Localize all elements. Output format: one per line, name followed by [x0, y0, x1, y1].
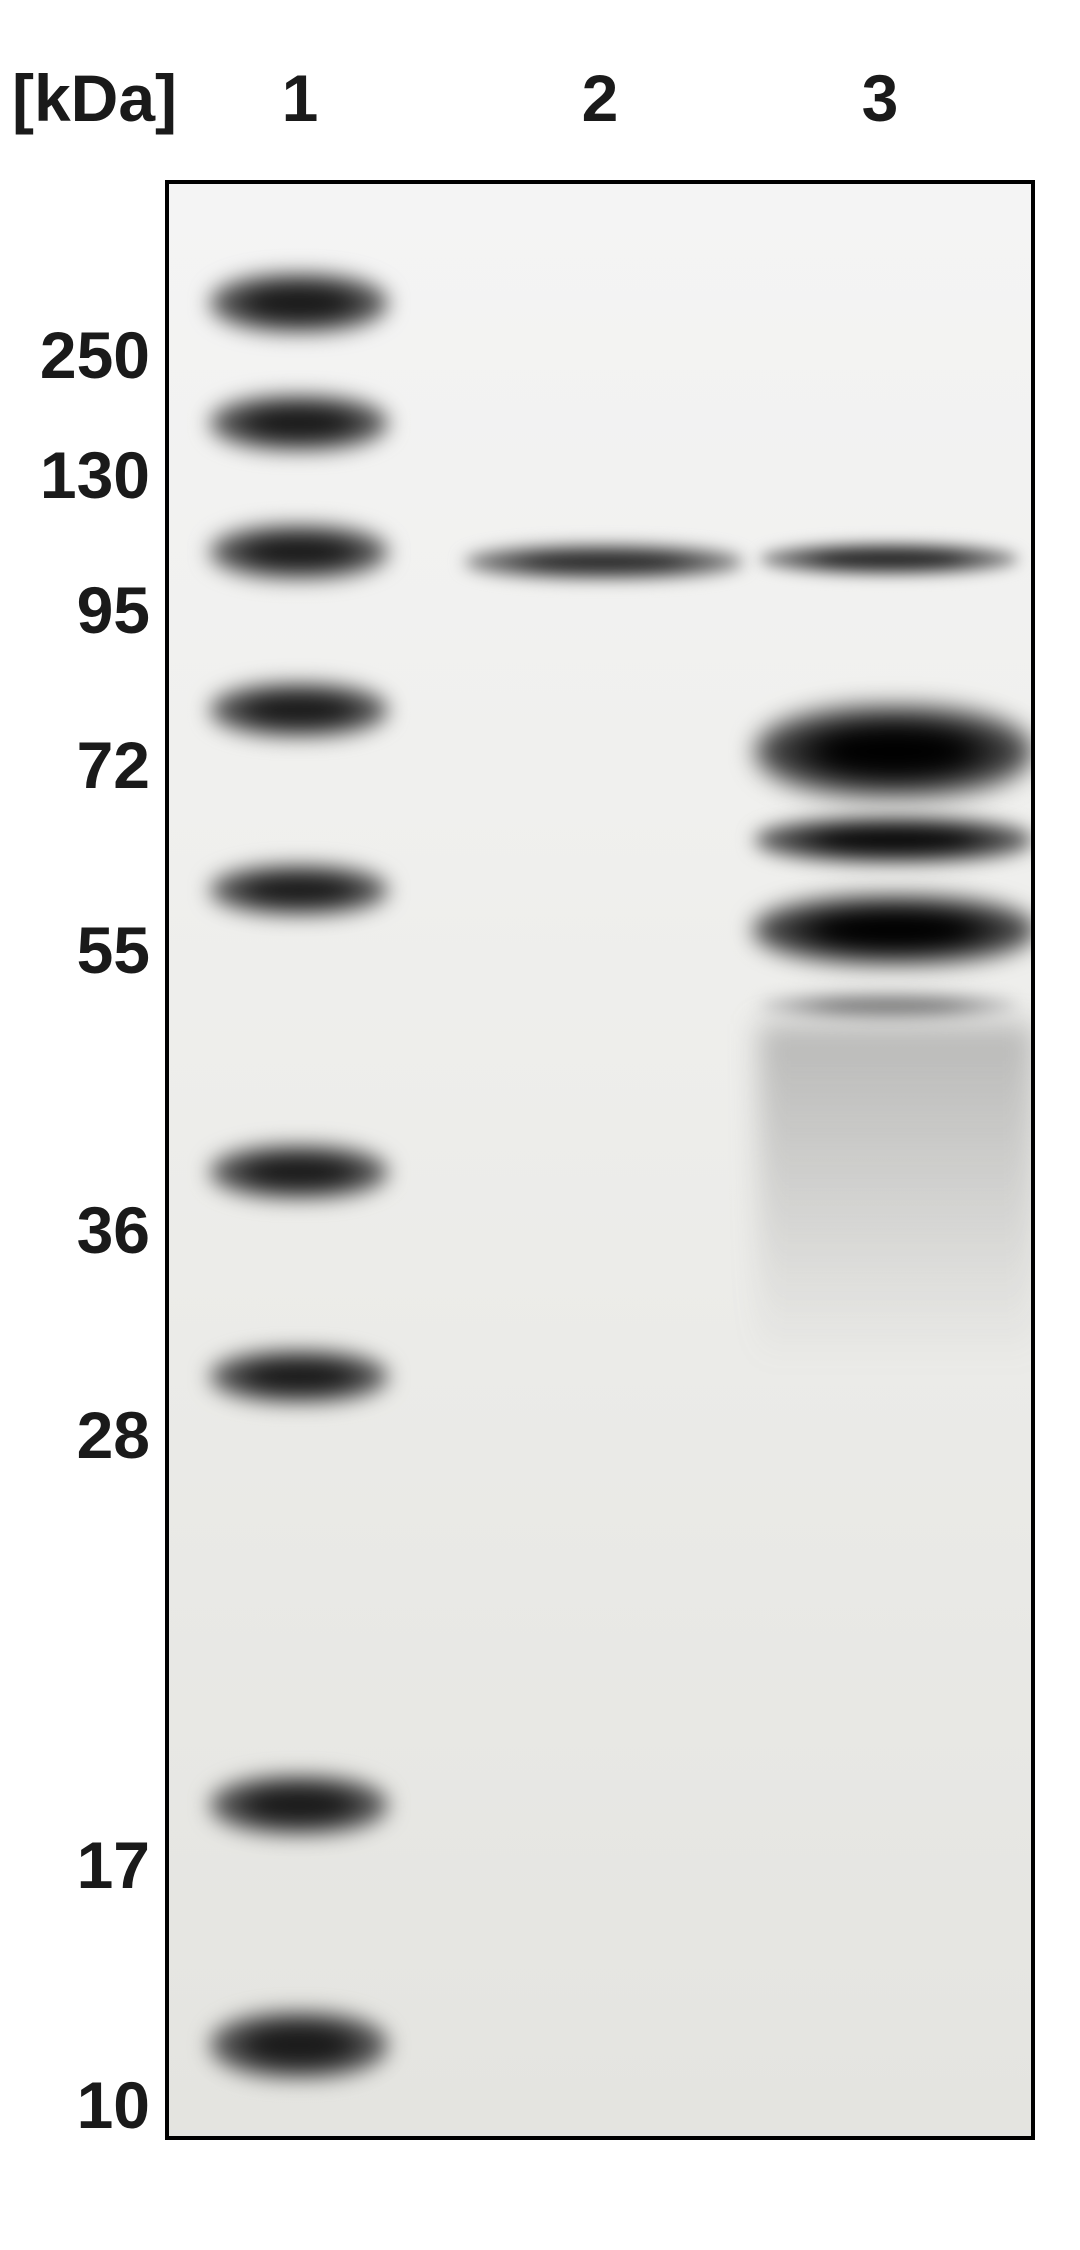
- mw-95: 95: [0, 572, 150, 648]
- mw-17: 17: [0, 1827, 150, 1903]
- mw-72: 72: [0, 727, 150, 803]
- lane2-band: [464, 544, 744, 580]
- lane-label-1: 1: [260, 60, 340, 136]
- gel-membrane: [165, 180, 1035, 2140]
- lane-header-row: [kDa] 1 2 3: [0, 40, 1080, 150]
- mw-36: 36: [0, 1192, 150, 1268]
- ladder-band: [209, 1144, 389, 1200]
- ladder-band: [209, 682, 389, 738]
- lane-label-3: 3: [840, 60, 920, 136]
- ladder-band: [209, 1774, 389, 1836]
- lane3-band: [754, 816, 1034, 864]
- mw-55: 55: [0, 912, 150, 988]
- lane3-band: [759, 542, 1019, 576]
- ladder-band: [209, 524, 389, 580]
- lane3-band: [752, 894, 1036, 966]
- ladder-band: [209, 2010, 389, 2080]
- lane3-smear: [759, 1024, 1034, 1364]
- ladder-band: [209, 1349, 389, 1404]
- ladder-band: [209, 394, 389, 452]
- mw-130: 130: [0, 437, 150, 513]
- kda-unit-label: [kDa]: [12, 60, 177, 136]
- lane3-band: [759, 992, 1019, 1020]
- ladder-band: [209, 864, 389, 916]
- lane-label-2: 2: [560, 60, 640, 136]
- lane3-band: [754, 704, 1034, 799]
- mw-28: 28: [0, 1397, 150, 1473]
- mw-250: 250: [0, 317, 150, 393]
- ladder-band: [209, 272, 389, 334]
- mw-10: 10: [0, 2067, 150, 2143]
